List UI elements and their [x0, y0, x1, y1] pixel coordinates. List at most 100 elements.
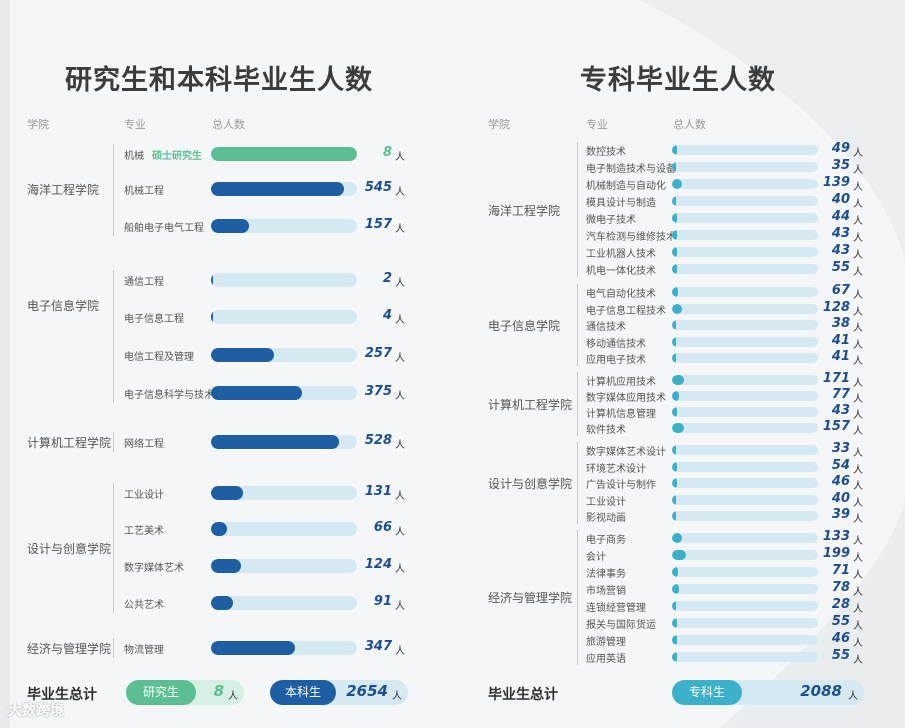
- bar-unit-label: 人: [395, 564, 405, 575]
- major-label: 报关与国际货运: [586, 620, 656, 631]
- bar-unit-label: 人: [853, 464, 863, 476]
- bar-value-label: 55: [831, 614, 850, 629]
- left-chart-title: 研究生和本科毕业生人数: [65, 65, 373, 96]
- bar-track: [211, 219, 357, 233]
- bar-fill: [211, 219, 250, 233]
- bar-fill: [672, 445, 676, 455]
- bar-unit-label: 人: [853, 216, 863, 227]
- bar-track: [672, 511, 818, 521]
- bar-value-label: 2: [382, 271, 392, 286]
- bar-unit-label: 人: [853, 267, 863, 278]
- college-label: 经济与管理学院: [488, 591, 573, 605]
- bar-value-label: 257: [364, 346, 392, 361]
- major-label: 应用英语: [586, 654, 626, 665]
- bar-unit-label: 人: [853, 199, 863, 210]
- bar-fill: [672, 196, 677, 206]
- bar-unit-label: 人: [395, 391, 405, 402]
- bar-value-label: 33: [831, 441, 850, 456]
- bar-fill: [672, 584, 679, 594]
- associate-total-value: 2088: [800, 682, 842, 700]
- left-header-total: 总人数: [212, 118, 245, 131]
- bar-fill: [672, 353, 677, 363]
- college-label: 设计与创意学院: [488, 477, 573, 491]
- bar-unit-label: 人: [853, 553, 863, 564]
- major-label: 计算机应用技术: [586, 377, 656, 388]
- major-label: 工艺美术: [124, 526, 164, 537]
- bar-fill: [672, 375, 685, 385]
- bar-track: [672, 391, 818, 401]
- major-label: 电信工程及管理: [124, 352, 194, 363]
- bar-track: [672, 550, 818, 560]
- college-bracket: [577, 442, 578, 524]
- college-bracket: [113, 432, 114, 452]
- bar-fill: [672, 494, 677, 505]
- bar-fill: [672, 601, 676, 611]
- bar-fill: [672, 247, 677, 257]
- bar-track: [672, 494, 818, 505]
- bar-unit-label: 人: [395, 527, 405, 538]
- bar-fill: [672, 407, 677, 417]
- college-bracket: [113, 144, 114, 236]
- bar-value-label: 49: [831, 141, 850, 156]
- right-header-college: 学院: [488, 118, 510, 131]
- bar-track: [672, 247, 818, 257]
- bar-value-label: 71: [831, 563, 850, 578]
- bar-fill: [672, 145, 677, 155]
- bar-fill: [672, 230, 677, 240]
- bar-track: [672, 652, 818, 662]
- bar-fill: [211, 486, 243, 500]
- college-bracket: [113, 638, 114, 658]
- bar-fill: [672, 179, 683, 189]
- bar-track: [672, 567, 818, 577]
- bar-unit-label: 人: [853, 394, 863, 405]
- bar-unit-label: 人: [853, 410, 863, 421]
- college-label: 计算机工程学院: [27, 436, 112, 450]
- major-label: 数字媒体应用技术: [586, 393, 666, 404]
- bar-fill: [672, 550, 687, 560]
- bar-fill: [211, 596, 234, 610]
- bar-fill: [211, 641, 296, 655]
- bar-value-label: 54: [831, 457, 850, 473]
- bar-unit-label: 人: [853, 290, 863, 301]
- major-label: 通信技术: [586, 322, 626, 333]
- major-label: 数字媒体艺术设计: [586, 447, 666, 458]
- right-totals-label: 毕业生总计: [488, 687, 558, 703]
- major-label: 工业设计: [586, 496, 626, 508]
- college-label: 设计与创意学院: [27, 542, 112, 556]
- major-label: 移动通信技术: [586, 338, 646, 350]
- bar-fill: [672, 391, 679, 401]
- major-label: 电子信息工程: [124, 314, 184, 325]
- major-label: 工业设计: [124, 490, 164, 501]
- major-label: 应用电子技术: [586, 355, 646, 366]
- major-label: 市场营销: [586, 586, 626, 597]
- major-label: 机械制造与自动化: [586, 181, 666, 192]
- bar-value-label: 39: [831, 507, 850, 522]
- bar-unit-label: 人: [395, 315, 405, 326]
- bar-fill: [211, 559, 242, 573]
- major-label: 影视动画: [586, 513, 626, 524]
- bar-value-label: 131: [364, 484, 392, 499]
- graduate-total-unit: 人: [228, 691, 238, 702]
- bar-value-label: 139: [822, 175, 850, 190]
- bachelor-total-badge: 本科生: [270, 680, 336, 705]
- bar-track: [672, 584, 818, 594]
- bar-unit-label: 人: [395, 187, 405, 198]
- bar-value-label: 40: [831, 192, 850, 207]
- watermark-logo: 大数跨境: [8, 703, 64, 719]
- bar-value-label: 41: [831, 349, 850, 364]
- college-label: 电子信息学院: [27, 299, 100, 313]
- major-label: 船舶电子电气工程: [124, 223, 204, 234]
- bar-track: [211, 386, 357, 400]
- bar-fill: [211, 310, 213, 324]
- associate-total-badge: 专科生: [672, 680, 742, 705]
- bar-value-label: 545: [364, 180, 392, 195]
- bar-unit-label: 人: [853, 233, 863, 244]
- college-bracket: [577, 284, 578, 366]
- bar-value-label: 8: [382, 145, 392, 160]
- bar-value-label: 78: [831, 580, 850, 595]
- bar-track: [211, 348, 357, 362]
- major-label: 机械工程: [124, 186, 164, 197]
- bar-unit-label: 人: [853, 182, 863, 193]
- college-label: 计算机工程学院: [488, 398, 573, 412]
- bar-fill: [672, 336, 677, 347]
